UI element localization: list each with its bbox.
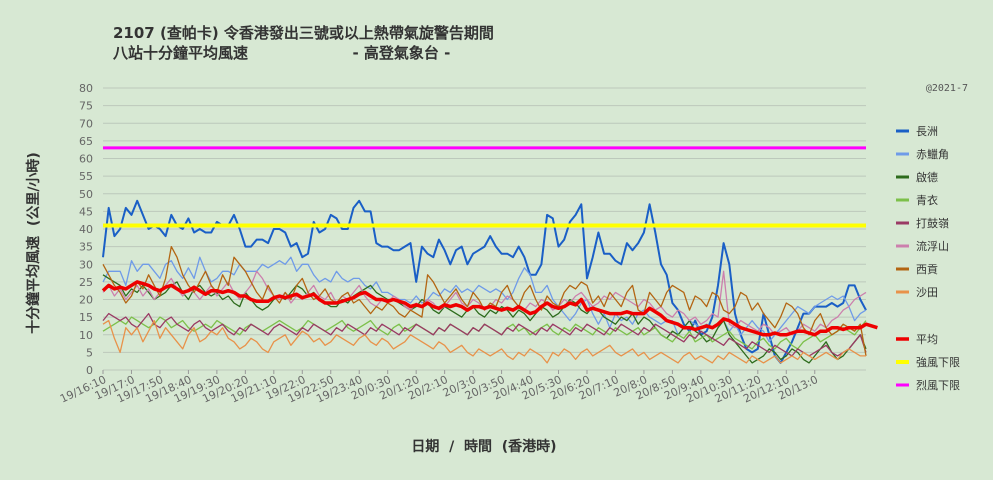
legend-label: 打鼓嶺 — [916, 216, 949, 230]
y-tick-label: 25 — [79, 276, 93, 289]
y-tick-label: 70 — [79, 117, 93, 130]
y-tick-label: 65 — [79, 135, 93, 148]
chart-title-line-2: 八站十分鐘平均風速 - 高登氣象台 - — [112, 44, 450, 62]
legend-label: 赤鱲角 — [916, 148, 949, 161]
y-tick-label: 80 — [79, 82, 93, 95]
y-tick-label: 30 — [79, 258, 93, 271]
legend-label: 啟德 — [916, 170, 938, 184]
copyright-stamp: @2021-7 — [926, 83, 968, 94]
series-line-赤鱲角 — [102, 256, 867, 343]
y-tick-label: 20 — [79, 294, 93, 307]
series-line-平均 — [101, 280, 878, 337]
y-tick-label: 40 — [79, 223, 93, 236]
chart-title-line-1: 2107 (查帕卡) 令香港發出三號或以上熱帶氣旋警告期間 — [113, 24, 494, 42]
x-axis-title: 日期 / 時間 (香港時) — [411, 438, 556, 455]
series-layer — [101, 146, 878, 364]
y-tick-label: 50 — [79, 188, 93, 201]
grid-layer — [103, 87, 866, 371]
series-line-啟德 — [102, 274, 867, 364]
y-tick-label: 35 — [79, 241, 93, 254]
y-tick-label: 45 — [79, 205, 93, 218]
legend-label: 流浮山 — [916, 239, 949, 253]
legend-label: 青衣 — [916, 193, 938, 207]
legend-label: 烈風下限 — [916, 378, 960, 392]
series-line-西貢 — [102, 245, 867, 357]
y-tick-label: 0 — [86, 364, 93, 377]
legend-label: 西貢 — [916, 263, 938, 276]
y-tick-label: 15 — [79, 311, 93, 324]
legend-label: 長洲 — [916, 125, 938, 138]
y-axis-ticks: 0 5 10 15 20 25 30 35 40 45 50 55 60 65 70 75 80 — [79, 82, 93, 377]
y-tick-label: 60 — [79, 153, 93, 166]
series-line-沙田 — [102, 319, 866, 364]
y-tick-label: 5 — [86, 346, 93, 359]
legend-label: 平均 — [916, 333, 938, 346]
legend-label: 強風下限 — [916, 356, 960, 369]
legend-label: 沙田 — [916, 286, 938, 299]
y-axis-title: 十分鐘平均風速 (公里/小時) — [25, 152, 42, 334]
y-tick-label: 55 — [79, 170, 93, 183]
y-tick-label: 75 — [79, 100, 93, 113]
y-tick-label: 10 — [79, 329, 93, 342]
series-line-打鼓嶺 — [102, 312, 867, 357]
